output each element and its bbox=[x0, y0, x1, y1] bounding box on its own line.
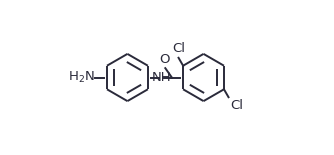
Text: O: O bbox=[159, 53, 170, 66]
Text: H$_2$N: H$_2$N bbox=[68, 70, 95, 85]
Text: Cl: Cl bbox=[230, 100, 243, 113]
Text: NH: NH bbox=[152, 71, 171, 84]
Text: Cl: Cl bbox=[172, 42, 185, 55]
